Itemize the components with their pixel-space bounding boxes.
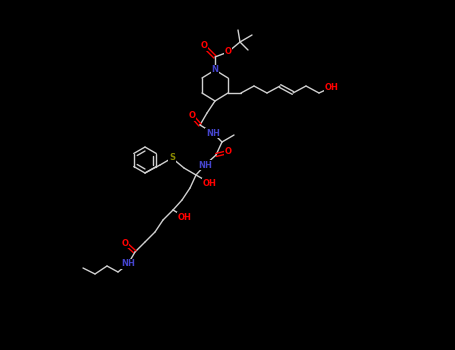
Text: OH: OH: [178, 212, 192, 222]
Text: NH: NH: [198, 161, 212, 169]
Text: NH: NH: [206, 128, 220, 138]
Text: NH: NH: [121, 259, 135, 268]
Text: O: O: [201, 42, 207, 50]
Text: O: O: [224, 147, 232, 156]
Text: O: O: [121, 238, 128, 247]
Text: O: O: [188, 112, 196, 120]
Text: OH: OH: [325, 83, 339, 91]
Text: S: S: [169, 154, 175, 162]
Text: OH: OH: [203, 178, 217, 188]
Text: O: O: [224, 48, 232, 56]
Text: N: N: [212, 65, 218, 75]
